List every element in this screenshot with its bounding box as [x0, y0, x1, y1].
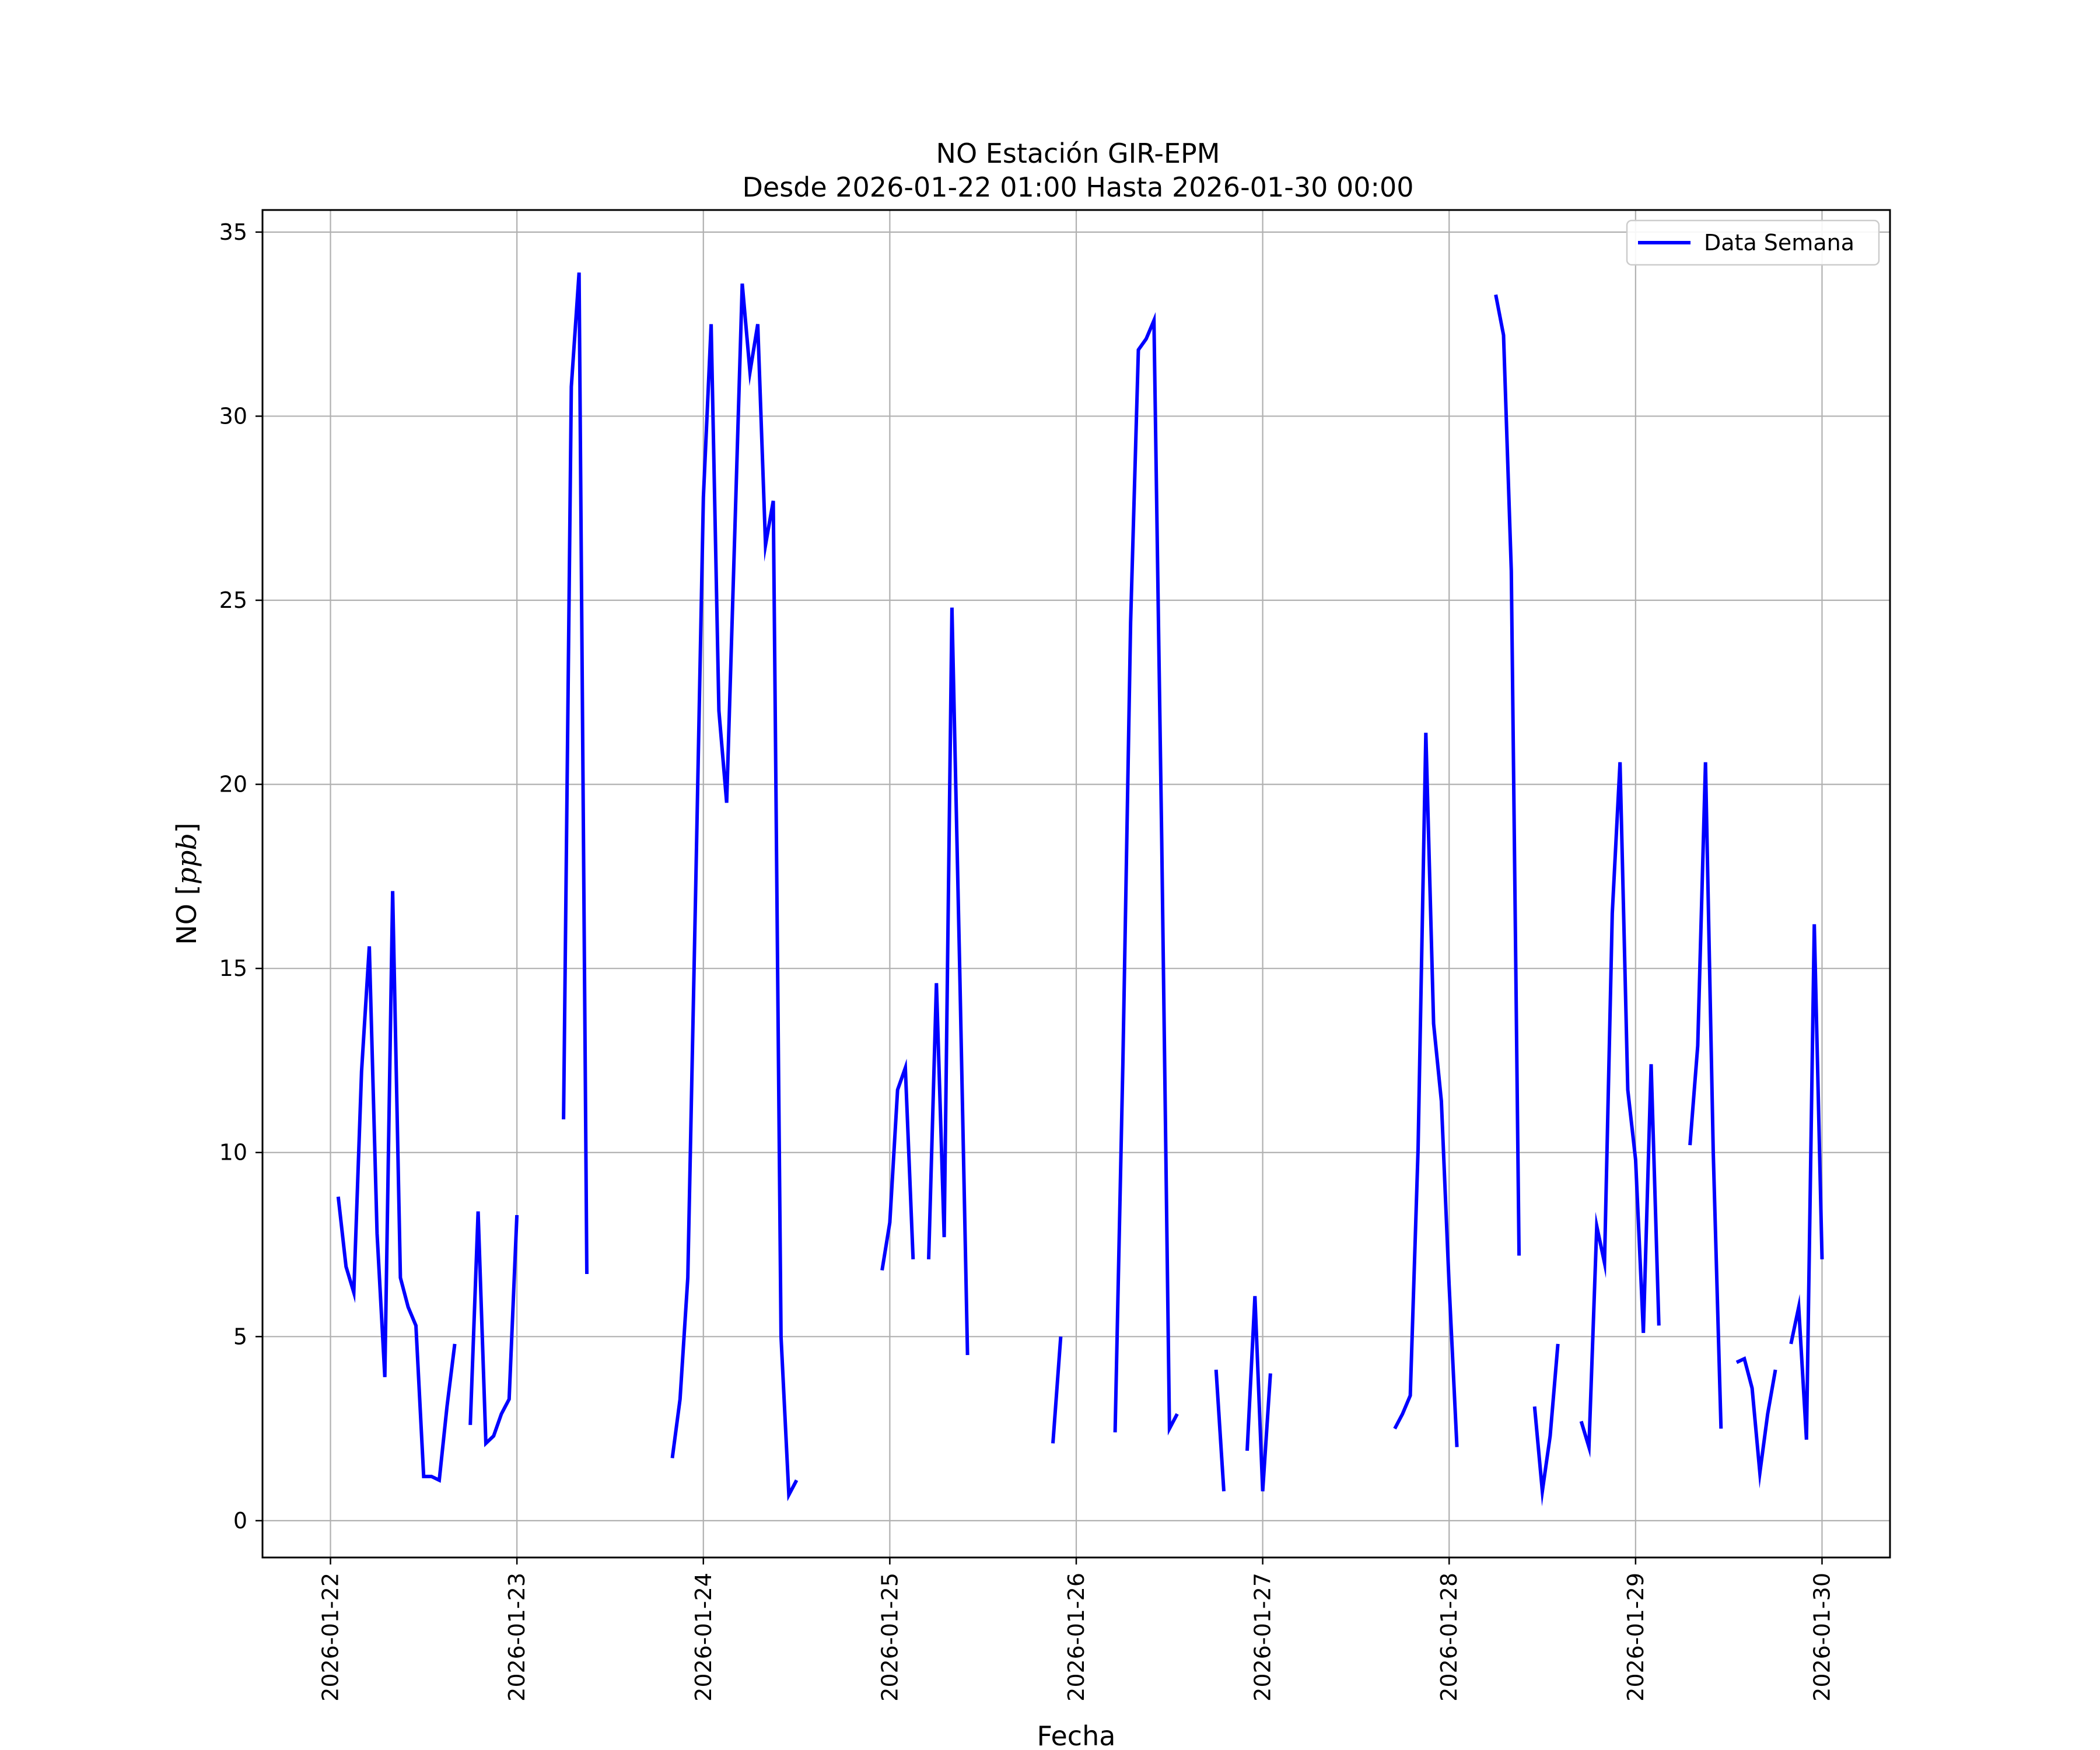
- x-tick-label: 2026-01-29: [1623, 1573, 1648, 1702]
- legend: Data Semana: [1626, 219, 1880, 266]
- x-axis-label: Fecha: [1037, 1720, 1116, 1750]
- series-line-segment: [1214, 1369, 1226, 1492]
- y-tick-label: 5: [233, 1324, 247, 1349]
- y-tick-label: 20: [219, 772, 247, 797]
- x-tick-label: 2026-01-28: [1436, 1573, 1462, 1702]
- legend-label: Data Semana: [1704, 230, 1854, 256]
- y-tick-label: 10: [219, 1140, 247, 1166]
- series-line-segment: [927, 607, 970, 1355]
- series-line-segment: [880, 1058, 915, 1271]
- series-line-segment: [336, 891, 457, 1483]
- x-tick-label: 2026-01-27: [1250, 1573, 1276, 1702]
- series-line-segment: [1735, 1356, 1777, 1489]
- x-tick-label: 2026-01-23: [504, 1573, 530, 1702]
- series-line-segment: [468, 1211, 519, 1448]
- y-tick-label: 0: [233, 1508, 247, 1534]
- y-tick-label: 15: [219, 956, 247, 981]
- series-line-segment: [1579, 762, 1661, 1458]
- series-line-segment: [1245, 1296, 1272, 1492]
- series-line-segment: [1532, 1343, 1560, 1507]
- series-line-segment: [1051, 1336, 1063, 1444]
- series-line-segment: [1393, 733, 1459, 1447]
- chart-title: NO Estación GIR-EPM: [936, 138, 1220, 169]
- x-tick-label: 2026-01-25: [877, 1573, 902, 1702]
- series-line-segment: [670, 283, 799, 1502]
- x-axis-ticks: 2026-01-22 2026-01-23 2026-01-24 2026-01-25…: [318, 1558, 1835, 1702]
- series-line-segment: [1789, 924, 1824, 1440]
- x-tick-label: 2026-01-24: [691, 1573, 716, 1702]
- y-axis-ticks: 0 5 10 15 20 25 30 35: [219, 219, 262, 1534]
- legend-frame: [1626, 219, 1880, 266]
- y-axis-label: NO [ppb]: [171, 822, 202, 944]
- series-line-segment: [1113, 312, 1179, 1436]
- series-layer: [336, 272, 1824, 1507]
- y-tick-label: 30: [219, 403, 247, 429]
- series-line-segment: [1688, 762, 1723, 1429]
- y-tick-label: 35: [219, 219, 247, 245]
- x-tick-label: 2026-01-30: [1809, 1573, 1835, 1702]
- series-line-segment: [562, 272, 589, 1275]
- y-tick-label: 25: [219, 587, 247, 613]
- x-tick-label: 2026-01-22: [318, 1573, 344, 1702]
- chart-subtitle: Desde 2026-01-22 01:00 Hasta 2026-01-30 …: [742, 172, 1413, 203]
- grid: [262, 210, 1890, 1558]
- x-tick-label: 2026-01-26: [1063, 1573, 1089, 1702]
- series-line-segment: [1494, 294, 1521, 1256]
